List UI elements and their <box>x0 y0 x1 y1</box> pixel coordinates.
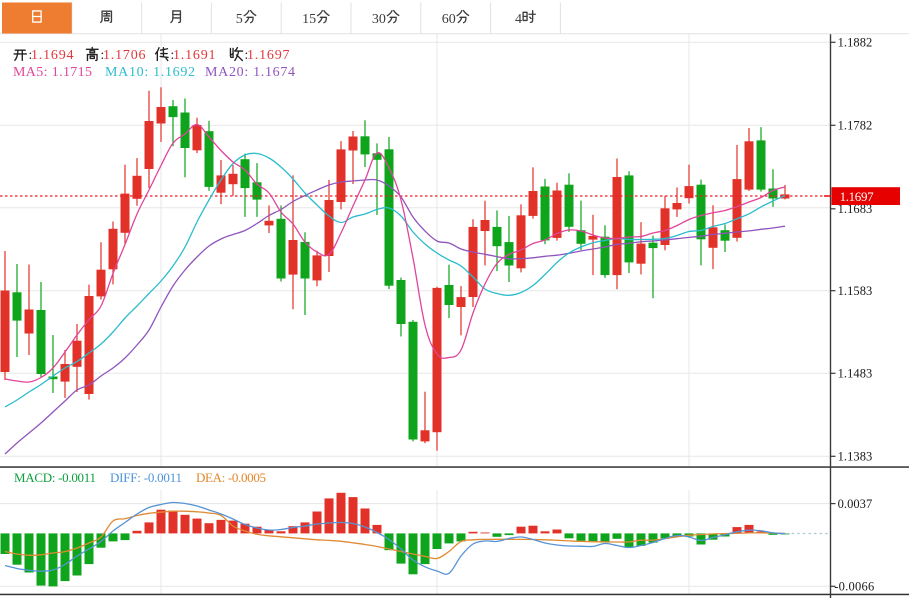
svg-text:MA5: 1.1715: MA5: 1.1715 <box>13 65 92 80</box>
svg-text:1.1882: 1.1882 <box>838 36 873 50</box>
svg-text::: : <box>245 47 249 62</box>
svg-text::: : <box>29 47 33 62</box>
svg-text:1.1383: 1.1383 <box>838 450 873 464</box>
svg-text::: : <box>101 47 105 62</box>
svg-text:MACD: -0.0011: MACD: -0.0011 <box>14 470 96 485</box>
svg-text:1.1691: 1.1691 <box>173 48 216 63</box>
svg-text:1.1782: 1.1782 <box>838 119 873 133</box>
svg-text:1.1683: 1.1683 <box>838 202 873 216</box>
svg-text:60: 60 <box>442 12 456 27</box>
svg-text:DEA: -0.0005: DEA: -0.0005 <box>196 470 266 485</box>
svg-text:4: 4 <box>515 12 522 27</box>
svg-text:-0.0066: -0.0066 <box>834 580 874 594</box>
svg-text:1.1694: 1.1694 <box>31 48 74 63</box>
svg-text:MA20: 1.1674: MA20: 1.1674 <box>205 65 295 80</box>
svg-text:1.1583: 1.1583 <box>838 284 873 298</box>
svg-text::: : <box>171 47 175 62</box>
svg-text:0.0037: 0.0037 <box>838 497 873 511</box>
svg-text:1.1697: 1.1697 <box>247 48 290 63</box>
svg-text:MA10: 1.1692: MA10: 1.1692 <box>105 65 195 80</box>
svg-text:1.1706: 1.1706 <box>103 48 146 63</box>
svg-text:5: 5 <box>236 12 243 27</box>
svg-text:15: 15 <box>302 12 316 27</box>
svg-text:DIFF: -0.0011: DIFF: -0.0011 <box>110 470 182 485</box>
svg-text:1.1483: 1.1483 <box>838 367 873 381</box>
svg-text:1.1697: 1.1697 <box>840 189 875 204</box>
svg-text:30: 30 <box>372 12 386 27</box>
